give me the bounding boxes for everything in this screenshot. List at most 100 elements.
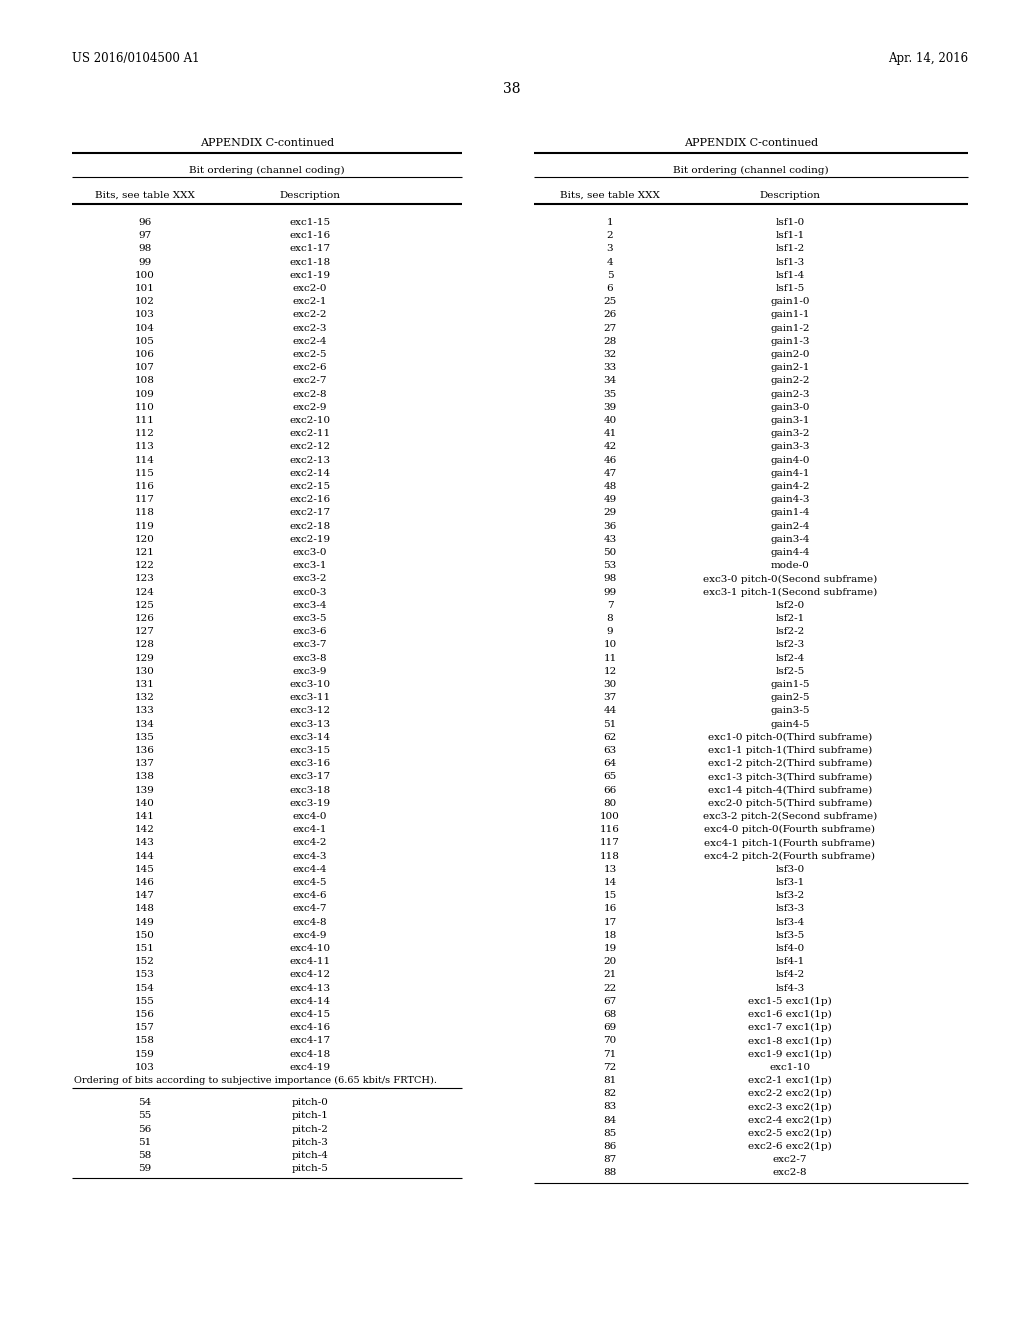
Text: 36: 36: [603, 521, 616, 531]
Text: exc1-3 pitch-3(Third subframe): exc1-3 pitch-3(Third subframe): [708, 772, 872, 781]
Text: exc1-0 pitch-0(Third subframe): exc1-0 pitch-0(Third subframe): [708, 733, 872, 742]
Text: 149: 149: [135, 917, 155, 927]
Text: 1: 1: [606, 218, 613, 227]
Text: gain2-3: gain2-3: [770, 389, 810, 399]
Text: 118: 118: [135, 508, 155, 517]
Text: lsf1-3: lsf1-3: [775, 257, 805, 267]
Text: 155: 155: [135, 997, 155, 1006]
Text: lsf3-5: lsf3-5: [775, 931, 805, 940]
Text: 125: 125: [135, 601, 155, 610]
Text: 4: 4: [606, 257, 613, 267]
Text: gain2-0: gain2-0: [770, 350, 810, 359]
Text: lsf3-3: lsf3-3: [775, 904, 805, 913]
Text: 44: 44: [603, 706, 616, 715]
Text: 108: 108: [135, 376, 155, 385]
Text: pitch-0: pitch-0: [292, 1098, 329, 1107]
Text: 143: 143: [135, 838, 155, 847]
Text: exc3-16: exc3-16: [290, 759, 331, 768]
Text: exc2-3 exc2(1p): exc2-3 exc2(1p): [749, 1102, 831, 1111]
Text: 26: 26: [603, 310, 616, 319]
Text: exc2-4 exc2(1p): exc2-4 exc2(1p): [749, 1115, 831, 1125]
Text: exc2-1: exc2-1: [293, 297, 328, 306]
Text: 117: 117: [600, 838, 620, 847]
Text: pitch-2: pitch-2: [292, 1125, 329, 1134]
Text: 13: 13: [603, 865, 616, 874]
Text: 7: 7: [606, 601, 613, 610]
Text: exc2-8: exc2-8: [293, 389, 328, 399]
Text: 6: 6: [606, 284, 613, 293]
Text: 146: 146: [135, 878, 155, 887]
Text: 137: 137: [135, 759, 155, 768]
Text: 103: 103: [135, 310, 155, 319]
Text: exc2-1 exc1(1p): exc2-1 exc1(1p): [749, 1076, 831, 1085]
Text: exc4-8: exc4-8: [293, 917, 328, 927]
Text: 114: 114: [135, 455, 155, 465]
Text: gain3-5: gain3-5: [770, 706, 810, 715]
Text: 120: 120: [135, 535, 155, 544]
Text: exc2-15: exc2-15: [290, 482, 331, 491]
Text: 56: 56: [138, 1125, 152, 1134]
Text: exc3-4: exc3-4: [293, 601, 328, 610]
Text: 85: 85: [603, 1129, 616, 1138]
Text: exc4-17: exc4-17: [290, 1036, 331, 1045]
Text: gain4-3: gain4-3: [770, 495, 810, 504]
Text: gain4-0: gain4-0: [770, 455, 810, 465]
Text: 87: 87: [603, 1155, 616, 1164]
Text: lsf4-2: lsf4-2: [775, 970, 805, 979]
Text: lsf3-1: lsf3-1: [775, 878, 805, 887]
Text: 21: 21: [603, 970, 616, 979]
Text: 48: 48: [603, 482, 616, 491]
Text: lsf2-5: lsf2-5: [775, 667, 805, 676]
Text: gain1-3: gain1-3: [770, 337, 810, 346]
Text: gain1-0: gain1-0: [770, 297, 810, 306]
Text: 106: 106: [135, 350, 155, 359]
Text: 151: 151: [135, 944, 155, 953]
Text: 113: 113: [135, 442, 155, 451]
Text: exc3-5: exc3-5: [293, 614, 328, 623]
Text: 19: 19: [603, 944, 616, 953]
Text: gain2-2: gain2-2: [770, 376, 810, 385]
Text: exc2-16: exc2-16: [290, 495, 331, 504]
Text: 9: 9: [606, 627, 613, 636]
Text: lsf2-0: lsf2-0: [775, 601, 805, 610]
Text: 144: 144: [135, 851, 155, 861]
Text: gain4-5: gain4-5: [770, 719, 810, 729]
Text: 96: 96: [138, 218, 152, 227]
Text: 115: 115: [135, 469, 155, 478]
Text: lsf3-4: lsf3-4: [775, 917, 805, 927]
Text: 136: 136: [135, 746, 155, 755]
Text: 101: 101: [135, 284, 155, 293]
Text: 99: 99: [603, 587, 616, 597]
Text: gain2-1: gain2-1: [770, 363, 810, 372]
Text: gain4-4: gain4-4: [770, 548, 810, 557]
Text: exc3-15: exc3-15: [290, 746, 331, 755]
Text: exc2-5: exc2-5: [293, 350, 328, 359]
Text: exc2-10: exc2-10: [290, 416, 331, 425]
Text: mode-0: mode-0: [771, 561, 809, 570]
Text: exc2-5 exc2(1p): exc2-5 exc2(1p): [749, 1129, 831, 1138]
Text: 67: 67: [603, 997, 616, 1006]
Text: Description: Description: [280, 191, 341, 201]
Text: lsf1-4: lsf1-4: [775, 271, 805, 280]
Text: 100: 100: [600, 812, 620, 821]
Text: 33: 33: [603, 363, 616, 372]
Text: exc2-6 exc2(1p): exc2-6 exc2(1p): [749, 1142, 831, 1151]
Text: 109: 109: [135, 389, 155, 399]
Text: 126: 126: [135, 614, 155, 623]
Text: gain1-2: gain1-2: [770, 323, 810, 333]
Text: 37: 37: [603, 693, 616, 702]
Text: exc1-8 exc1(1p): exc1-8 exc1(1p): [749, 1036, 831, 1045]
Text: 86: 86: [603, 1142, 616, 1151]
Text: exc4-1 pitch-1(Fourth subframe): exc4-1 pitch-1(Fourth subframe): [705, 838, 876, 847]
Text: gain2-4: gain2-4: [770, 521, 810, 531]
Text: exc2-0 pitch-5(Third subframe): exc2-0 pitch-5(Third subframe): [708, 799, 872, 808]
Text: 27: 27: [603, 323, 616, 333]
Text: exc3-13: exc3-13: [290, 719, 331, 729]
Text: exc2-13: exc2-13: [290, 455, 331, 465]
Text: 84: 84: [603, 1115, 616, 1125]
Text: 70: 70: [603, 1036, 616, 1045]
Text: exc0-3: exc0-3: [293, 587, 328, 597]
Text: 105: 105: [135, 337, 155, 346]
Text: 102: 102: [135, 297, 155, 306]
Text: US 2016/0104500 A1: US 2016/0104500 A1: [72, 51, 200, 65]
